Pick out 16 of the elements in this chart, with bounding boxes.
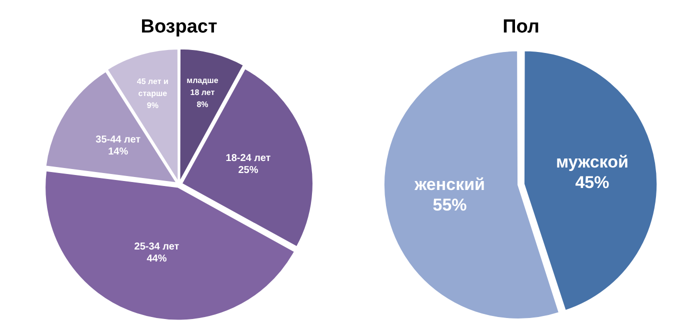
slice-label: 25-34 лет bbox=[134, 242, 180, 253]
slice-label: 45 лет и старше bbox=[136, 76, 168, 98]
data-label: 55% bbox=[432, 196, 467, 215]
slice-label: младше 18 лет bbox=[186, 76, 219, 98]
data-label: 45% bbox=[575, 173, 610, 192]
slice-label: 35-44 лет bbox=[96, 134, 141, 146]
chart-title: Пол bbox=[502, 16, 540, 38]
data-label: 14% bbox=[108, 146, 128, 158]
data-label: 8% bbox=[196, 100, 208, 110]
data-label: 9% bbox=[146, 100, 158, 110]
data-label: 44% bbox=[146, 254, 167, 265]
slice-label: мужской bbox=[556, 152, 628, 172]
chart-title: Возраст bbox=[140, 16, 218, 38]
data-label: 25% bbox=[238, 165, 258, 176]
slice-label: женский bbox=[414, 175, 485, 194]
slice-label: 18-24 лет bbox=[226, 153, 271, 164]
